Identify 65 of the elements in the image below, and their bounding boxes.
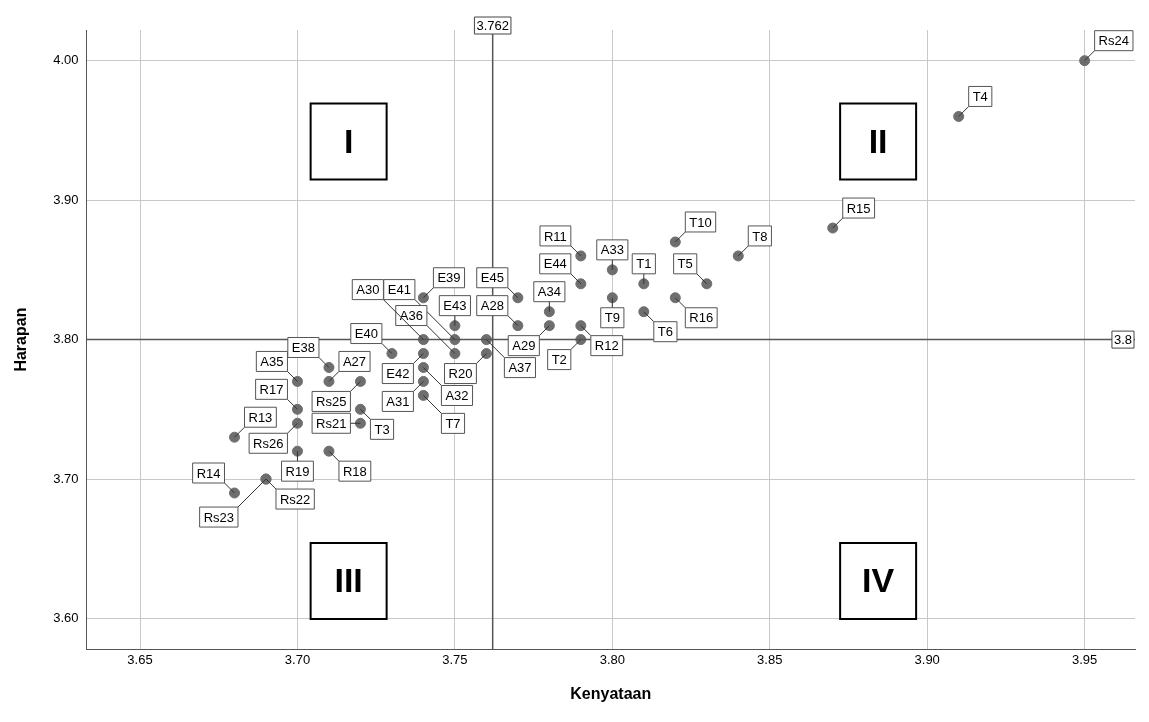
data-label: T5 — [677, 256, 693, 272]
data-label: R15 — [846, 200, 871, 216]
data-label: R14 — [196, 465, 221, 481]
data-label: R11 — [543, 228, 567, 244]
x-axis-title: Kenyataan — [570, 684, 652, 702]
ref-line-label: 3.8 — [1113, 332, 1132, 348]
data-label: Rs24 — [1098, 33, 1129, 49]
y-tick-label: 3.90 — [53, 191, 79, 207]
data-label: E41 — [387, 282, 411, 298]
data-label: E40 — [354, 326, 378, 342]
data-label: A36 — [399, 308, 423, 324]
data-label: T9 — [604, 310, 620, 326]
x-tick-label: 3.95 — [1071, 651, 1098, 667]
data-label: R19 — [285, 463, 310, 479]
y-tick-label: 3.80 — [53, 331, 79, 347]
y-tick-label: 4.00 — [53, 52, 79, 68]
x-tick-label: 3.70 — [284, 651, 311, 667]
data-label: Rs22 — [279, 491, 311, 507]
data-label: R12 — [594, 338, 619, 354]
data-label: Rs23 — [203, 509, 234, 525]
data-label: A29 — [512, 338, 536, 354]
x-tick-label: 3.90 — [914, 651, 940, 667]
data-label: R20 — [448, 366, 473, 382]
y-axis-title: Harapan — [12, 307, 30, 372]
data-label: A35 — [260, 354, 284, 370]
data-label: R18 — [342, 463, 367, 479]
data-label: E38 — [291, 340, 315, 356]
data-label: Rs25 — [316, 394, 347, 410]
annotation: I — [343, 121, 354, 160]
y-tick-label: 3.70 — [53, 470, 79, 486]
annotation: IV — [862, 561, 895, 600]
data-label: T8 — [752, 228, 768, 244]
data-label: Rs21 — [316, 415, 347, 431]
annotation: III — [334, 561, 363, 600]
x-tick-label: 3.65 — [127, 651, 153, 667]
data-label: E45 — [480, 270, 504, 286]
data-label: R16 — [689, 310, 714, 326]
data-label: E39 — [437, 270, 461, 286]
data-label: R17 — [259, 381, 284, 397]
data-label: A31 — [386, 394, 410, 410]
data-label: A32 — [445, 388, 469, 404]
data-label: E42 — [386, 366, 410, 382]
data-label: Rs26 — [253, 435, 284, 451]
x-tick-label: 3.75 — [442, 651, 468, 667]
data-label: T2 — [551, 352, 567, 368]
x-tick-label: 3.85 — [757, 651, 783, 667]
data-label: R13 — [248, 409, 273, 425]
data-label: A37 — [508, 360, 532, 376]
x-tick-label: 3.80 — [599, 651, 625, 667]
data-label: A28 — [480, 298, 504, 314]
data-label: T1 — [636, 256, 652, 272]
data-label: T6 — [657, 324, 673, 340]
data-label: A30 — [356, 282, 380, 298]
data-label: T4 — [972, 89, 988, 105]
data-label: E44 — [543, 256, 567, 272]
data-label: E43 — [443, 298, 467, 314]
data-label: T3 — [374, 421, 390, 437]
data-label: A33 — [600, 242, 624, 258]
data-label: A27 — [342, 354, 367, 370]
annotation: II — [868, 121, 888, 160]
data-label: A34 — [537, 284, 561, 300]
ref-line-label: 3.762 — [476, 18, 509, 34]
data-label: T7 — [445, 415, 461, 431]
y-tick-label: 3.60 — [53, 610, 79, 626]
data-label: T10 — [689, 214, 712, 230]
